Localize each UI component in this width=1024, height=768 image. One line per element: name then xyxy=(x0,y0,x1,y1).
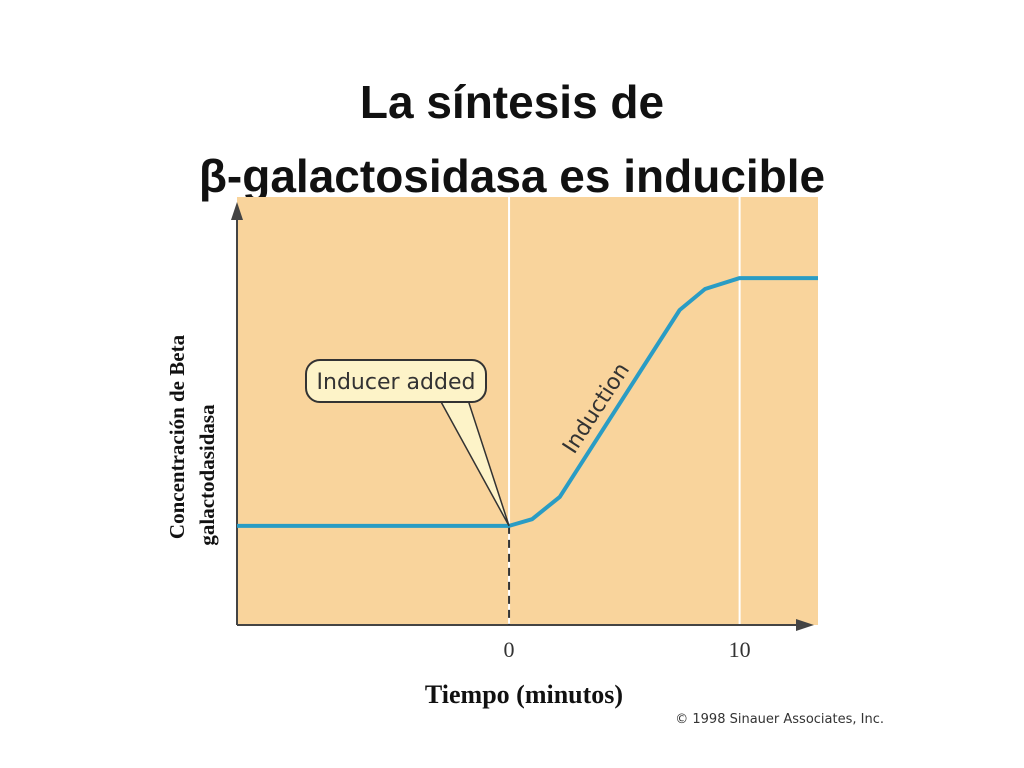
title-line: La síntesis de xyxy=(360,76,664,128)
x-axis-label: Tiempo (minutos) xyxy=(425,680,623,709)
x-tick-label: 10 xyxy=(729,637,751,662)
callout-box xyxy=(305,359,487,403)
credit: © 1998 Sinauer Associates, Inc. xyxy=(675,712,884,727)
x-axis-arrow xyxy=(796,619,814,631)
annotation: Inducer added xyxy=(317,370,476,395)
x-tick-label: 0 xyxy=(504,637,515,662)
y-axis-label: Concentración de Beta xyxy=(165,334,189,539)
title-line: β-galactosidasa es inducible xyxy=(199,150,825,202)
data-line xyxy=(237,276,818,528)
y-axis-label: galactodasidasa xyxy=(195,404,219,546)
y-axis-arrow xyxy=(231,202,243,220)
plot-background xyxy=(237,197,818,625)
